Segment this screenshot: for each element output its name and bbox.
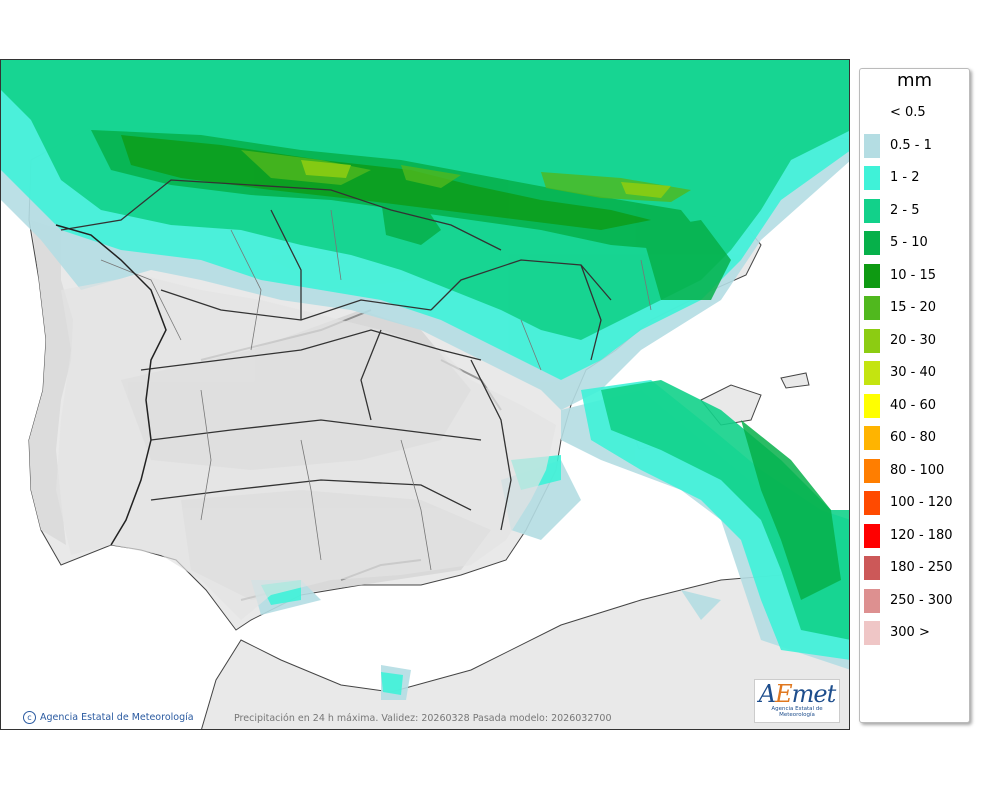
map-caption: Precipitación en 24 h máxima. Validez: 2… [234, 713, 612, 724]
legend-label: 60 - 80 [890, 430, 937, 445]
agency-credit: c Agencia Estatal de Meteorología [23, 711, 194, 724]
legend-swatch [864, 491, 880, 515]
legend-item: 10 - 15 [860, 260, 969, 288]
menorca [780, 372, 810, 389]
legend-swatch [864, 296, 880, 320]
precipitation-map: c Agencia Estatal de Meteorología Precip… [0, 59, 850, 730]
aemet-logo: AEmet Agencia Estatal de Meteorología [754, 679, 840, 723]
legend-label: 10 - 15 [890, 267, 937, 283]
legend-label: 100 - 120 [890, 495, 953, 510]
legend-item: 120 - 180 [860, 520, 969, 548]
legend-swatch [864, 523, 880, 548]
legend-item: 15 - 20 [860, 292, 969, 320]
legend-item: < 0.5 [860, 97, 969, 121]
legend-label: 5 - 10 [890, 235, 928, 250]
legend-label: < 0.5 [890, 105, 926, 120]
legend-item: 100 - 120 [860, 487, 969, 515]
legend-item: 2 - 5 [860, 195, 969, 223]
legend-label: 180 - 250 [890, 560, 953, 575]
legend-label: 300 > [890, 625, 930, 640]
precip-20-30 [301, 160, 671, 198]
legend-label: 1 - 2 [890, 170, 920, 185]
legend-label: 30 - 40 [890, 365, 937, 380]
portugal-border [55, 224, 167, 546]
legend-label: 15 - 20 [890, 300, 937, 315]
legend-label: 80 - 100 [890, 462, 945, 478]
legend-label: 0.5 - 1 [890, 137, 932, 153]
aemet-logo-word: AEmet [758, 680, 836, 708]
legend-item: 60 - 80 [860, 422, 969, 450]
legend-label: 120 - 180 [890, 527, 953, 543]
legend-label: 40 - 60 [890, 397, 937, 413]
legend-swatch [864, 588, 880, 613]
legend-swatch [864, 458, 880, 483]
legend-item: 300 > [860, 617, 969, 645]
precipitation-legend: mm < 0.5 0.5 - 1 1 - 2 2 - 5 5 - 10 10 - 15 15… [859, 68, 970, 723]
copyright-icon: c [23, 711, 36, 724]
legend-item: 5 - 10 [860, 227, 969, 255]
legend-item: 40 - 60 [860, 390, 969, 418]
legend-item: 30 - 40 [860, 357, 969, 385]
legend-swatch [864, 231, 880, 255]
legend-item: 250 - 300 [860, 585, 969, 613]
legend-swatch [864, 393, 880, 418]
map-canvas [1, 60, 849, 729]
legend-label: 250 - 300 [890, 592, 953, 608]
legend-label: 20 - 30 [890, 332, 937, 348]
legend-item: 0.5 - 1 [860, 130, 969, 158]
legend-item: 180 - 250 [860, 552, 969, 580]
legend-swatch [864, 166, 880, 190]
legend-swatch [864, 621, 880, 645]
legend-swatch [864, 263, 880, 288]
legend-swatch [864, 361, 880, 385]
legend-swatch [864, 556, 880, 580]
legend-item: 1 - 2 [860, 162, 969, 190]
legend-item: 20 - 30 [860, 325, 969, 353]
agency-credit-text: Agencia Estatal de Meteorología [40, 712, 194, 723]
legend-swatch [864, 198, 880, 223]
legend-swatch [864, 328, 880, 353]
legend-item: 80 - 100 [860, 455, 969, 483]
aemet-logo-subtitle: Agencia Estatal de Meteorología [771, 706, 823, 718]
legend-swatch [864, 133, 880, 158]
legend-label: 2 - 5 [890, 202, 920, 218]
province-borders [100, 209, 652, 571]
region-borders [60, 179, 612, 531]
portugal [29, 220, 73, 545]
dry-interior [56, 275, 556, 620]
legend-swatch [864, 426, 880, 450]
legend-unit: mm [896, 70, 933, 91]
